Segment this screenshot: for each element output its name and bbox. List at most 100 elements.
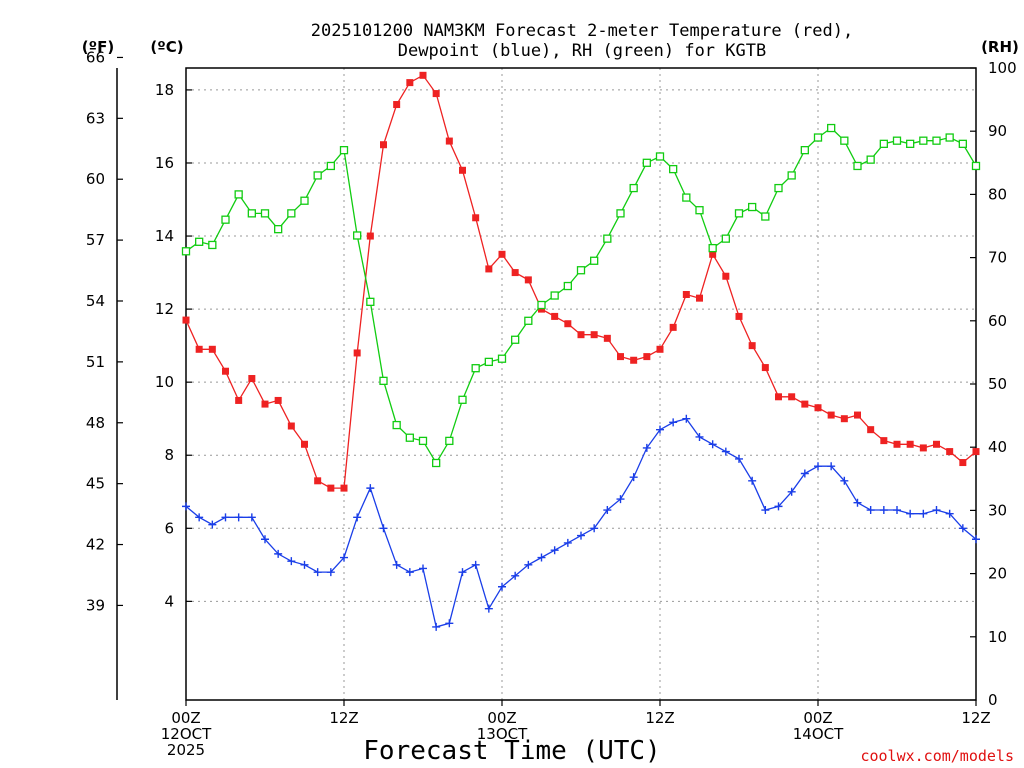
temperature-point	[353, 349, 361, 357]
dewpoint-point	[313, 568, 322, 577]
celsius-unit-label: (ºC)	[150, 38, 183, 56]
rh-point	[300, 196, 309, 205]
temperature-point	[709, 250, 717, 258]
dewpoint-point	[550, 546, 559, 555]
rh-point	[734, 209, 744, 218]
temperature-point	[933, 440, 940, 448]
dewpoint-point	[879, 506, 888, 515]
fahrenheit-tick-label: 63	[86, 109, 105, 127]
temperature-point	[248, 375, 256, 383]
dewpoint-point	[748, 476, 757, 485]
temperature-point	[301, 440, 308, 448]
fahrenheit-tick-label: 54	[86, 292, 105, 310]
time-tick-label: 14OCT	[793, 725, 844, 743]
dewpoint-point	[419, 564, 427, 573]
dewpoint-point	[366, 484, 375, 493]
dewpoint-point	[537, 553, 546, 562]
rh-point	[642, 158, 651, 167]
rh-point	[471, 364, 480, 373]
rh-point	[511, 335, 520, 344]
rh-point	[840, 136, 849, 145]
dewpoint-point	[656, 425, 664, 434]
temperature-point	[524, 276, 532, 284]
temperature-point	[287, 422, 295, 430]
celsius-tick-label: 8	[164, 446, 174, 464]
temperature-point	[919, 444, 927, 452]
rh-point	[379, 376, 388, 385]
rh-point	[339, 146, 349, 155]
dewpoint-point	[945, 509, 954, 518]
time-tick-label: 00Z	[171, 709, 200, 727]
chart-title-line-2: Dewpoint (blue), RH (green) for KGTB	[398, 41, 766, 61]
rh-point	[669, 164, 678, 174]
rh-point	[682, 193, 691, 202]
temperature-point	[735, 312, 743, 320]
temperature-point	[564, 320, 572, 328]
rh-point	[550, 291, 559, 300]
temperature-point	[577, 331, 585, 339]
temperature-point	[419, 71, 427, 79]
rh-point	[524, 316, 533, 325]
dewpoint-point	[682, 414, 691, 423]
temperature-point	[630, 356, 638, 364]
rh-point	[616, 209, 625, 218]
time-tick-label: 12Z	[645, 709, 674, 727]
dewpoint-point	[616, 495, 625, 504]
rh-point	[445, 436, 454, 446]
fahrenheit-tick-label: 57	[86, 231, 105, 249]
rh-point	[208, 240, 217, 250]
rh-point	[708, 243, 717, 253]
rh-point	[313, 171, 322, 180]
rh-point	[537, 300, 546, 310]
temperature-point	[314, 477, 322, 485]
temperature-point	[366, 232, 374, 240]
dewpoint-point	[708, 440, 717, 449]
rh-point	[971, 161, 981, 171]
temperature-point	[893, 440, 901, 448]
temperature-point	[485, 265, 493, 273]
temperature-point	[959, 459, 967, 467]
temperature-point	[182, 316, 190, 324]
time-tick-label: 00Z	[803, 709, 832, 727]
rh-point	[748, 202, 757, 212]
rh-tick-label: 80	[988, 185, 1007, 203]
dewpoint-point	[405, 568, 414, 577]
celsius-tick-label: 4	[164, 592, 174, 610]
rh-point	[234, 190, 243, 199]
rh-series	[181, 123, 981, 468]
rh-point	[721, 234, 730, 243]
temperature-point	[814, 404, 822, 412]
temperature-point	[840, 415, 848, 423]
temperature-point	[801, 400, 809, 408]
celsius-tick-labels: 4 6 8 10 12 14 16 18	[155, 81, 174, 610]
temperature-point	[906, 440, 914, 448]
dewpoint-point	[590, 524, 599, 533]
dewpoint-point	[195, 513, 204, 522]
dewpoint-point	[208, 520, 217, 529]
rh-point	[906, 139, 915, 148]
temperature-point	[235, 396, 243, 404]
series-layer	[181, 71, 981, 631]
temperature-point	[682, 290, 690, 298]
fahrenheit-tick-label: 39	[86, 596, 105, 614]
rh-point	[484, 357, 493, 367]
dewpoint-point	[919, 509, 928, 518]
time-tick-label: 12OCT	[161, 725, 212, 743]
rh-point	[195, 237, 204, 246]
dewpoint-point	[234, 513, 243, 522]
rh-point	[603, 234, 612, 243]
dewpoint-point	[221, 513, 230, 522]
dewpoint-point	[787, 487, 796, 496]
dewpoint-point	[392, 560, 401, 569]
temperature-point	[511, 269, 519, 277]
celsius-tick-label: 10	[155, 373, 174, 391]
dewpoint-point	[866, 506, 875, 515]
rh-tick-label: 10	[988, 628, 1007, 646]
rh-point	[761, 212, 770, 221]
rh-point	[919, 136, 928, 145]
dewpoint-point	[300, 560, 309, 569]
temperature-point	[380, 141, 387, 149]
temperature-point	[208, 345, 216, 353]
axis-ticks	[117, 56, 977, 706]
rh-point	[221, 215, 230, 224]
